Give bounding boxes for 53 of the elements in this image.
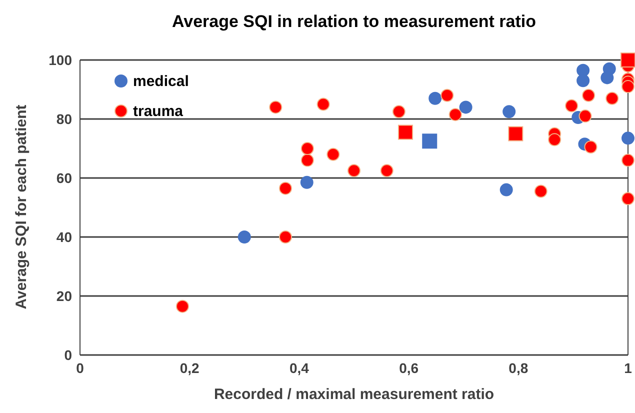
chart-title: Average SQI in relation to measurement ratio [170, 12, 538, 32]
x-axis-title: Recorded / maximal measurement ratio [212, 386, 496, 403]
y-tick-label: 100 [48, 52, 72, 68]
point [508, 126, 524, 142]
legend-label: trauma [133, 102, 184, 120]
point [380, 164, 394, 178]
y-tick-label: 80 [56, 110, 72, 127]
point [500, 183, 513, 196]
point [565, 99, 578, 112]
y-tick-label: 40 [56, 228, 72, 245]
point [398, 124, 414, 140]
point [620, 52, 635, 68]
y-tick-label: 0 [64, 346, 72, 363]
point [622, 132, 634, 145]
point [316, 98, 330, 111]
point [584, 140, 598, 154]
point [459, 100, 472, 114]
point [279, 230, 292, 244]
point [348, 164, 360, 178]
x-tick-label: 0,6 [399, 360, 419, 376]
point [578, 110, 592, 123]
x-tick-label: 0,8 [508, 360, 528, 376]
point [176, 300, 189, 313]
point [300, 154, 314, 167]
point [392, 105, 406, 118]
x-tick-label: 0 [76, 360, 84, 376]
point [279, 182, 292, 195]
point [269, 100, 282, 114]
point [622, 192, 634, 206]
y-tick-label: 20 [56, 288, 72, 304]
point [534, 184, 548, 198]
point [300, 176, 314, 189]
point [238, 230, 251, 244]
point [548, 133, 562, 146]
y-axis-title: Average SQI for each patient [13, 104, 31, 312]
point [300, 142, 314, 155]
point [622, 154, 634, 167]
x-tick-label: 0,2 [180, 360, 200, 376]
point [576, 74, 590, 88]
point [326, 148, 340, 161]
point [502, 105, 516, 118]
y-tick-label: 60 [56, 170, 72, 186]
legend-label: medical [133, 72, 189, 90]
point [448, 108, 462, 122]
x-tick-label: 1 [624, 360, 632, 376]
point [582, 88, 596, 102]
point [440, 88, 454, 102]
x-tick-label: 0,4 [289, 360, 310, 376]
point [428, 92, 442, 105]
point [622, 80, 634, 94]
point [600, 71, 614, 84]
point [606, 92, 619, 105]
point [422, 134, 438, 149]
